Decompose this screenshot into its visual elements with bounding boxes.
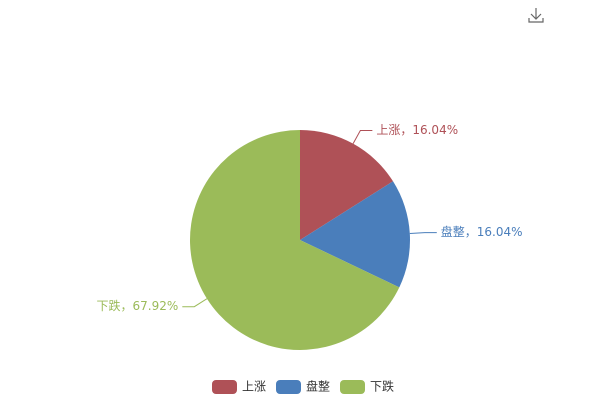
label-line xyxy=(409,232,437,235)
label-line xyxy=(182,298,208,308)
download-icon xyxy=(530,13,542,20)
download-button[interactable] xyxy=(528,8,544,23)
label-line xyxy=(352,130,373,144)
legend-label: 下跌 xyxy=(370,379,394,394)
slice-label: 盘整，16.04% xyxy=(441,224,523,239)
legend-swatch xyxy=(276,380,301,394)
pie-slice xyxy=(300,130,394,240)
slice-label: 下跌，67.92% xyxy=(97,298,179,313)
legend-swatch xyxy=(340,380,365,394)
legend-swatch xyxy=(212,380,237,394)
slice-label: 上涨，16.04% xyxy=(376,122,458,137)
legend-label: 上涨 xyxy=(242,379,266,394)
download-icon xyxy=(528,18,544,23)
pie-slice xyxy=(189,130,400,350)
pie-slice xyxy=(300,181,410,288)
legend-label: 盘整 xyxy=(306,379,330,394)
